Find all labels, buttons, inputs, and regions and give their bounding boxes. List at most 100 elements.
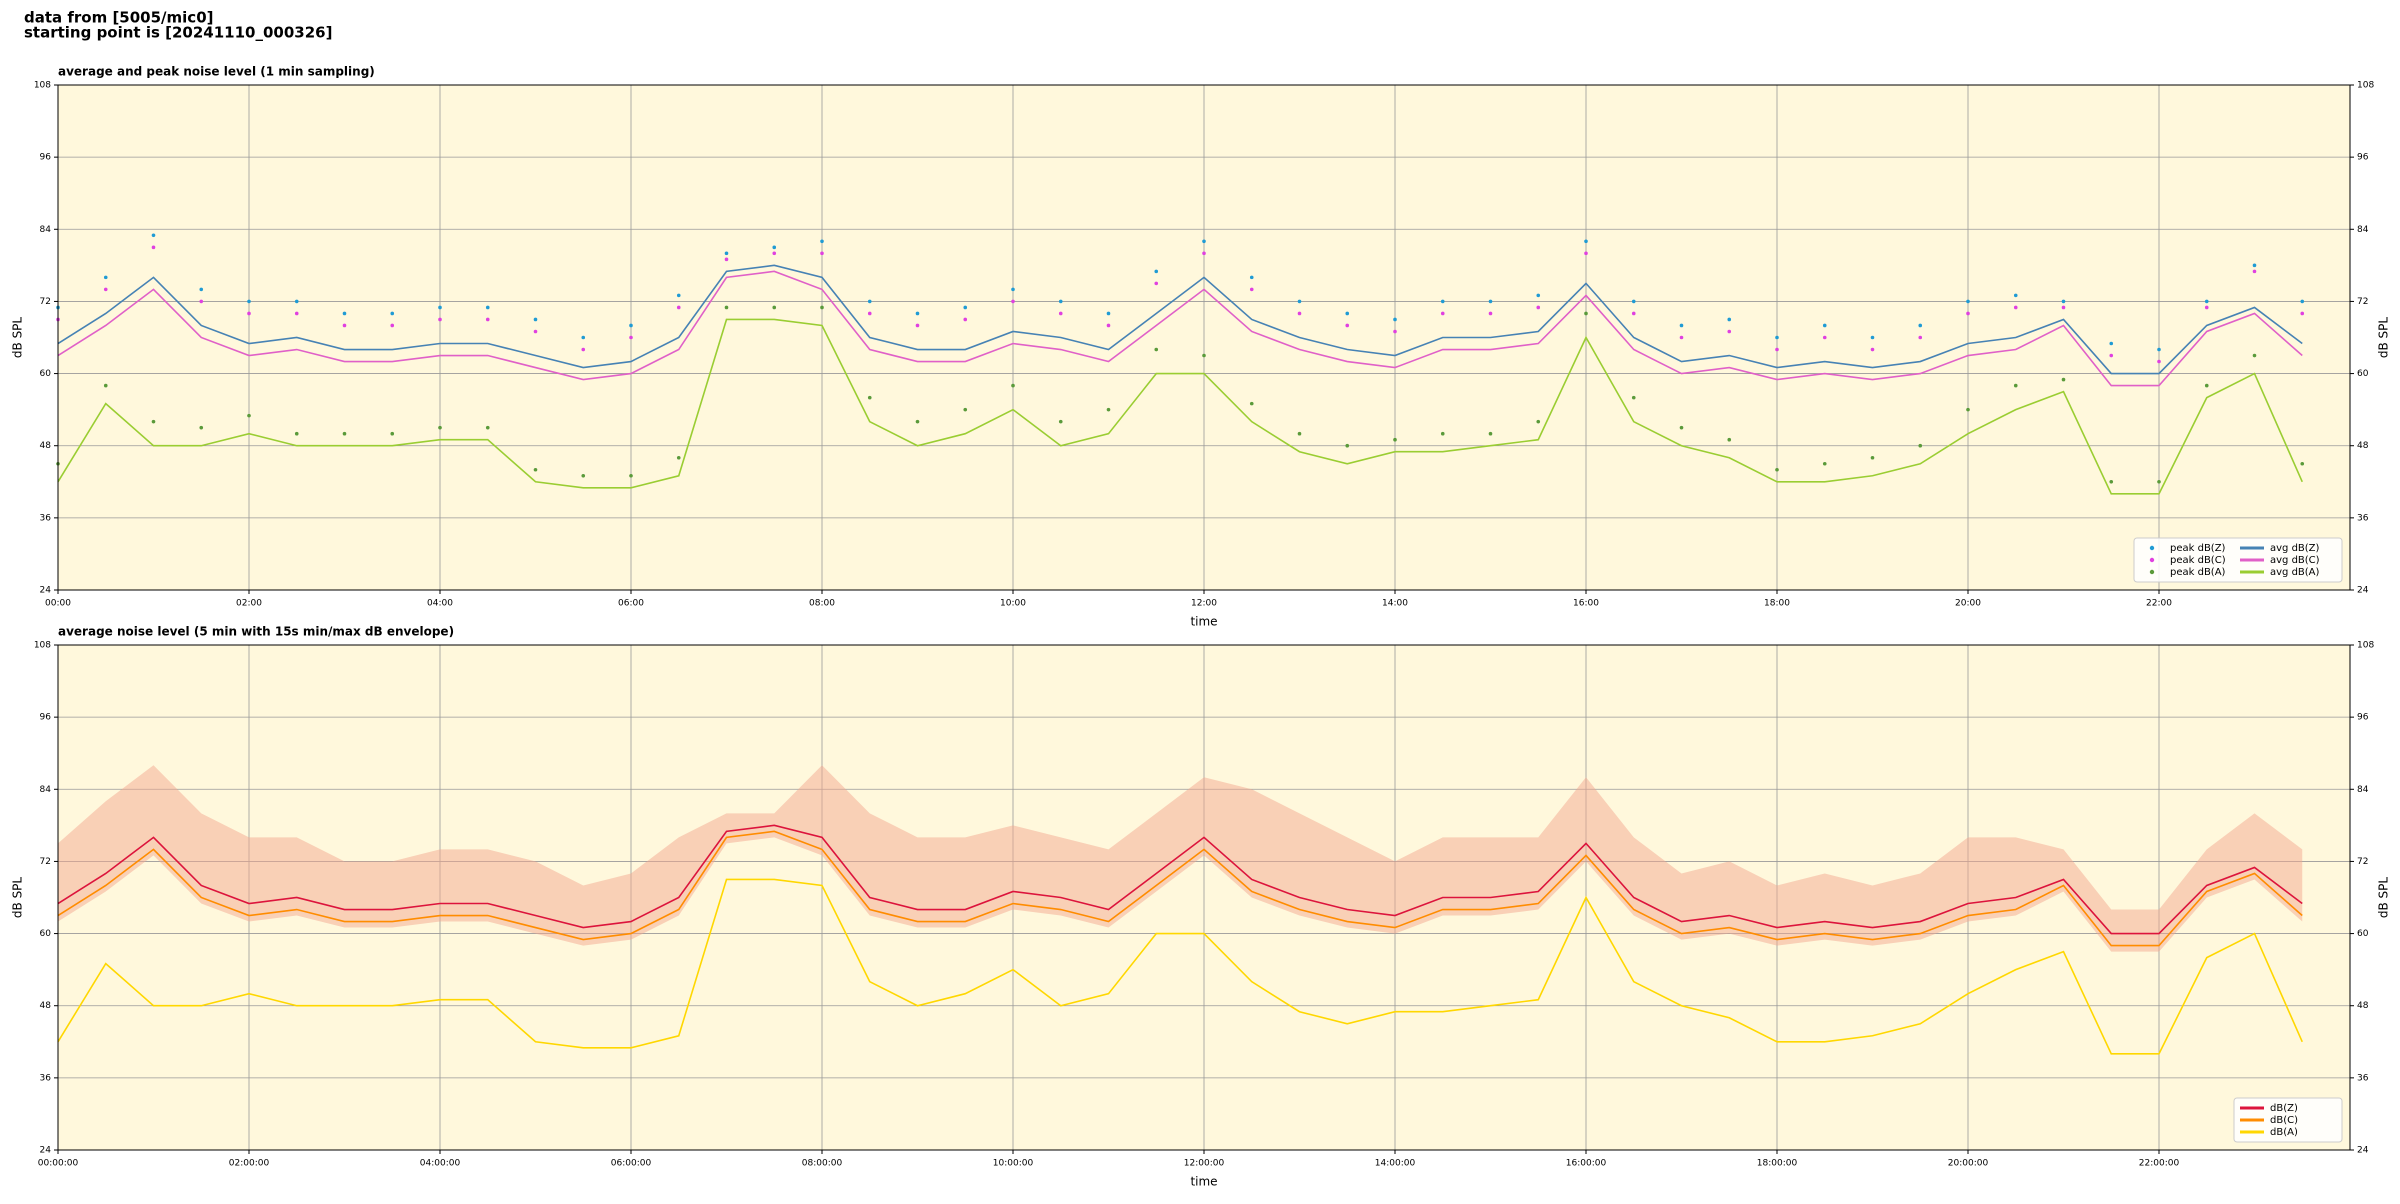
peak-point: [1345, 311, 1350, 316]
x-tick-label: 20:00: [1955, 599, 1981, 609]
peak-point: [1058, 419, 1063, 424]
x-tick-label: 12:00:00: [1184, 1159, 1225, 1169]
peak-point: [1870, 347, 1875, 352]
peak-point: [438, 305, 442, 310]
y-tick-label: 72: [40, 297, 51, 307]
peak-point: [485, 305, 490, 310]
y2-axis-label: dB SPL: [2377, 877, 2391, 919]
peak-point: [103, 383, 108, 388]
peak-point: [151, 419, 156, 424]
peak-point: [1679, 425, 1684, 430]
peak-point: [1631, 311, 1636, 316]
peak-point: [1822, 335, 1827, 340]
peak-point: [676, 455, 681, 460]
peak-point: [1249, 287, 1254, 292]
peak-point: [1727, 437, 1732, 442]
x-tick-label: 22:00:00: [2139, 1159, 2180, 1169]
x-tick-label: 16:00: [1573, 599, 1599, 609]
peak-point: [1679, 335, 1684, 340]
peak-point: [2109, 341, 2114, 346]
y2-tick-label: 48: [2357, 441, 2369, 451]
legend-label: dB(C): [2270, 1115, 2298, 1126]
peak-point: [820, 305, 824, 310]
y-tick-label: 60: [40, 369, 52, 379]
peak-point: [1918, 443, 1923, 448]
peak-point: [1393, 329, 1397, 334]
plot-frame: [57, 644, 2351, 1151]
y-tick-label: 48: [40, 1001, 52, 1011]
peak-point: [1297, 311, 1302, 316]
peak-point: [581, 335, 586, 340]
chart-title: average noise level (5 min with 15s min/…: [58, 625, 454, 639]
y2-tick-label: 36: [2357, 513, 2369, 523]
peak-point: [1154, 269, 1159, 274]
x-tick-label: 22:00: [2146, 599, 2172, 609]
peak-point: [629, 335, 633, 340]
peak-point: [2300, 461, 2305, 466]
series-line: [57, 878, 2303, 1055]
peak-point: [724, 251, 729, 256]
x-tick-label: 20:00:00: [1948, 1159, 1989, 1169]
peak-point: [1393, 437, 1397, 442]
peak-point: [1011, 383, 1015, 388]
peak-point: [1249, 401, 1254, 406]
peak-point: [1727, 329, 1732, 334]
y-tick-label: 108: [34, 81, 51, 91]
peak-point: [1727, 317, 1732, 322]
peak-point: [1249, 275, 1254, 280]
peak-point: [724, 257, 729, 262]
peak-point: [867, 311, 872, 316]
y-tick-label: 48: [40, 441, 52, 451]
peak-point: [1966, 299, 1970, 304]
peak-point: [151, 233, 156, 238]
peak-point: [1918, 323, 1923, 328]
peak-point: [963, 407, 968, 412]
plot-frame: [57, 84, 2351, 591]
chart-title: average and peak noise level (1 min samp…: [58, 65, 375, 79]
y2-tick-label: 24: [2357, 586, 2369, 596]
peak-point: [2013, 383, 2018, 388]
peak-point: [1345, 323, 1350, 328]
peak-point: [2252, 263, 2257, 268]
peak-point: [199, 287, 204, 292]
x-tick-label: 14:00: [1382, 599, 1408, 609]
peak-point: [1918, 335, 1923, 340]
peak-point: [390, 323, 395, 328]
peak-point: [2157, 479, 2161, 484]
peak-point: [2252, 353, 2257, 358]
peak-point: [2300, 311, 2305, 316]
header-line: starting point is [20241110_000326]: [24, 24, 332, 42]
peak-point: [820, 239, 824, 244]
peak-point: [1870, 455, 1875, 460]
peak-point: [1822, 461, 1827, 466]
peak-point: [2013, 305, 2018, 310]
peak-point: [1297, 299, 1302, 304]
peak-point: [485, 317, 490, 322]
peak-point: [1822, 323, 1827, 328]
peak-point: [1488, 299, 1493, 304]
peak-point: [294, 431, 299, 436]
peak-point: [1631, 299, 1636, 304]
legend-label: dB(Z): [2270, 1103, 2298, 1114]
x-tick-label: 16:00:00: [1566, 1159, 1607, 1169]
x-tick-label: 18:00: [1764, 599, 1790, 609]
peak-point: [2061, 377, 2066, 382]
peak-point: [724, 305, 729, 310]
peak-point: [390, 431, 395, 436]
peak-point: [772, 305, 777, 310]
peak-point: [1011, 299, 1015, 304]
peak-point: [629, 323, 633, 328]
peak-point: [581, 347, 586, 352]
legend-label: peak dB(C): [2170, 555, 2226, 566]
y-tick-label: 84: [40, 785, 52, 795]
y-tick-label: 96: [40, 713, 52, 723]
peak-point: [294, 311, 299, 316]
y2-axis-label: dB SPL: [2377, 317, 2391, 359]
y-axis-label: dB SPL: [11, 317, 25, 359]
peak-point: [533, 317, 538, 322]
peak-point: [772, 245, 777, 250]
peak-point: [342, 323, 347, 328]
legend-label: avg dB(A): [2270, 567, 2320, 578]
y-tick-label: 96: [40, 153, 52, 163]
